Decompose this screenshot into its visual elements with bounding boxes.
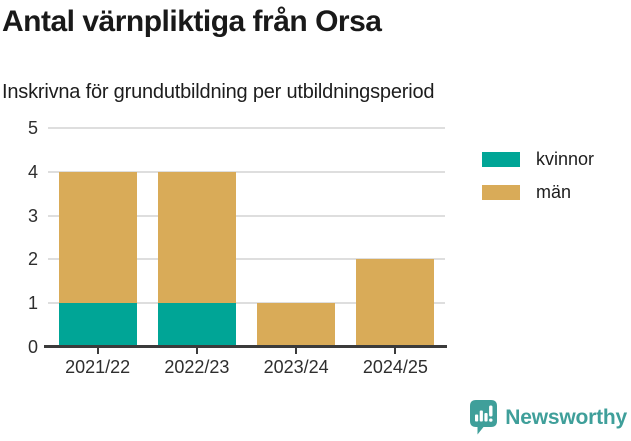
- bar-segment: [58, 171, 137, 304]
- x-axis-label: 2024/25: [362, 357, 428, 377]
- y-axis-tick-label: 0: [27, 337, 38, 357]
- legend-label: män: [536, 182, 572, 202]
- y-axis-tick-label: 2: [27, 249, 38, 270]
- legend-label: kvinnor: [536, 149, 595, 169]
- bar-segment: [257, 303, 336, 347]
- x-axis-tick: [295, 348, 298, 354]
- legend-swatch: [482, 185, 520, 200]
- y-axis-tick-label: 5: [27, 118, 38, 138]
- gridline: [48, 302, 445, 305]
- bar-segment: [356, 259, 435, 347]
- x-axis-label: 2021/22: [65, 357, 131, 377]
- legend: kvinnor män: [482, 149, 594, 215]
- x-axis-tick: [394, 348, 397, 354]
- newsworthy-logo-icon: [469, 399, 498, 436]
- y-axis-tick-label: 1: [27, 293, 38, 314]
- gridline: [48, 170, 445, 173]
- newsworthy-brand-text: Newsworthy: [505, 405, 627, 429]
- legend-item: män: [482, 182, 594, 203]
- newsworthy-logo: Newsworthy: [469, 399, 627, 436]
- bar-segment: [157, 303, 236, 347]
- x-axis-label: 2022/23: [164, 357, 230, 377]
- x-axis-line: [44, 345, 447, 348]
- bar-segment: [58, 303, 137, 347]
- legend-swatch: [482, 152, 520, 167]
- gridline: [48, 258, 445, 261]
- y-axis-tick-label: 3: [27, 205, 38, 226]
- legend-item: kvinnor: [482, 149, 594, 170]
- x-axis-label: 2023/24: [263, 357, 329, 377]
- page-title: Antal värnpliktiga från Orsa: [2, 5, 382, 38]
- chart-subtitle: Inskrivna för grundutbildning per utbild…: [2, 81, 435, 103]
- x-axis-tick: [96, 348, 99, 354]
- gridline: [48, 127, 445, 129]
- x-axis-tick: [195, 348, 198, 354]
- y-axis-tick-label: 4: [27, 161, 38, 182]
- gridline: [48, 214, 445, 217]
- bar-segment: [157, 171, 236, 304]
